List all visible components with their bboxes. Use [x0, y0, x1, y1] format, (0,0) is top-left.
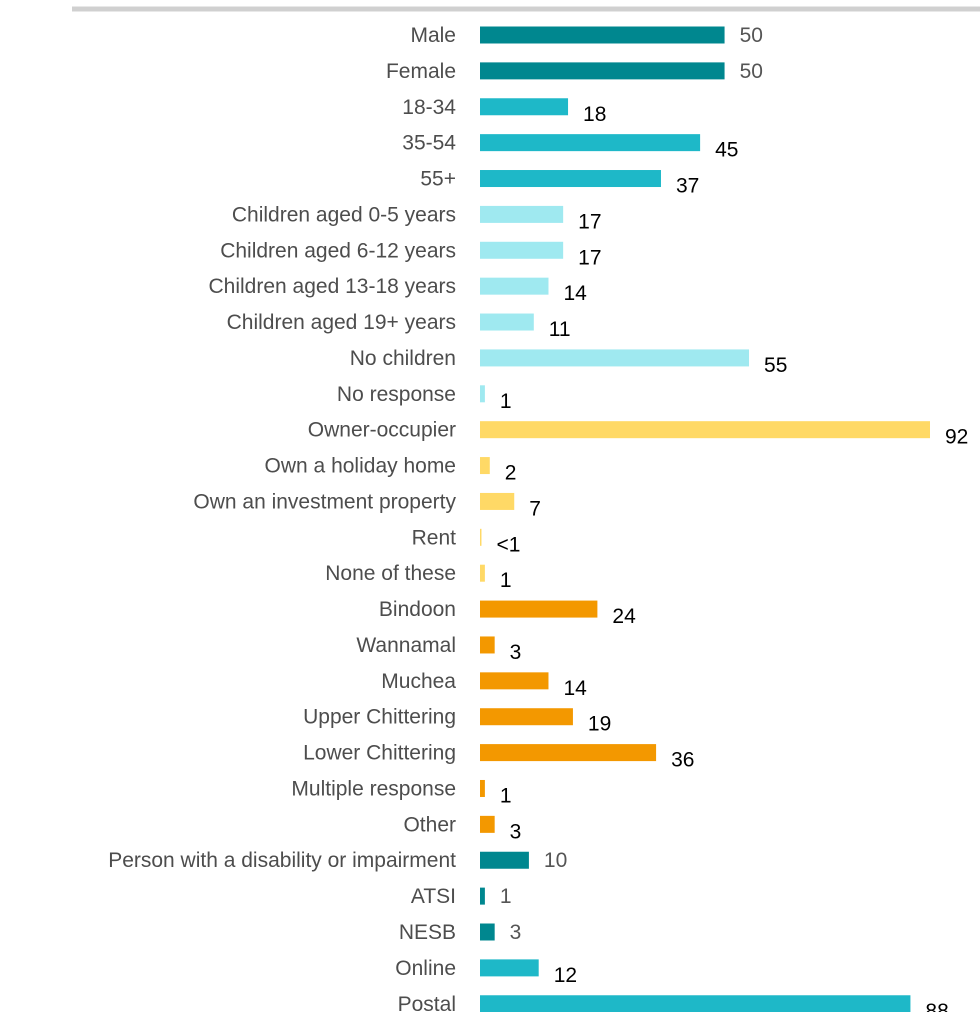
- category-label: Owner-occupier: [308, 419, 456, 442]
- bar: [480, 26, 725, 44]
- bar: [480, 779, 485, 797]
- bar: [480, 385, 485, 403]
- category-label: 55+: [420, 168, 456, 191]
- value-label: 88: [925, 1000, 948, 1012]
- category-label: Multiple response: [291, 777, 456, 800]
- bar: [480, 923, 495, 941]
- value-label: 7: [529, 497, 541, 520]
- category-label: 35-54: [402, 132, 456, 155]
- bar: [480, 62, 725, 80]
- value-label: 2: [505, 462, 517, 485]
- value-label: 11: [549, 318, 571, 341]
- category-label: Person with a disability or impairment: [108, 849, 456, 872]
- value-label: 18: [583, 103, 606, 126]
- value-label: 17: [578, 210, 601, 233]
- category-label: None of these: [325, 562, 456, 585]
- value-label: 36: [671, 749, 694, 772]
- category-label: Children aged 19+ years: [227, 311, 456, 334]
- category-label: Other: [403, 813, 456, 836]
- value-label: 10: [544, 849, 567, 872]
- value-label: 3: [510, 921, 522, 944]
- value-label: 55: [764, 354, 787, 377]
- category-label: 18-34: [402, 96, 456, 119]
- value-label: 1: [500, 885, 512, 908]
- value-label: 1: [500, 390, 512, 413]
- value-label: 17: [578, 246, 601, 269]
- category-label: Female: [386, 60, 456, 83]
- category-label: Postal: [398, 993, 456, 1012]
- category-label: Muchea: [381, 670, 456, 693]
- bar: [480, 313, 534, 331]
- value-label: 14: [563, 677, 587, 700]
- bar: [480, 241, 564, 259]
- category-label: Children aged 6-12 years: [220, 239, 456, 262]
- value-label: 3: [510, 820, 522, 843]
- category-label: Own an investment property: [193, 490, 456, 513]
- bar: [480, 98, 569, 116]
- category-label: Online: [395, 957, 456, 980]
- bar: [480, 851, 529, 869]
- bar: [480, 672, 549, 690]
- value-label: 24: [612, 605, 636, 628]
- bar: [480, 170, 661, 188]
- category-label: Children aged 0-5 years: [232, 203, 456, 226]
- value-label: 19: [588, 713, 611, 736]
- bar: [480, 205, 564, 223]
- value-label: 3: [510, 641, 522, 664]
- bar: [480, 959, 539, 977]
- category-label: Male: [410, 24, 456, 47]
- category-label: Own a holiday home: [265, 455, 456, 478]
- value-label: 50: [740, 24, 763, 47]
- bar: [480, 887, 485, 905]
- category-label: Bindoon: [379, 598, 456, 621]
- category-label: Rent: [412, 526, 457, 549]
- bar: [480, 277, 549, 295]
- bar: [480, 636, 495, 654]
- bar: [480, 600, 598, 618]
- category-label: ATSI: [411, 885, 456, 908]
- bar: [480, 528, 482, 546]
- bar: [480, 564, 485, 582]
- bar: [480, 349, 750, 367]
- value-label: 1: [500, 569, 512, 592]
- category-label: Wannamal: [356, 634, 456, 657]
- bar: [480, 134, 701, 152]
- value-label: 12: [554, 964, 577, 987]
- category-label: No response: [337, 383, 456, 406]
- category-label: Upper Chittering: [303, 706, 456, 729]
- value-label: 37: [676, 175, 699, 198]
- category-label: NESB: [399, 921, 456, 944]
- bar: [480, 815, 495, 833]
- bar: [480, 744, 657, 762]
- value-label: 50: [740, 60, 763, 83]
- value-label: <1: [496, 533, 520, 556]
- category-label: No children: [350, 347, 456, 370]
- bar: [480, 995, 911, 1012]
- category-label: Children aged 13-18 years: [209, 275, 457, 298]
- value-label: 45: [715, 139, 738, 162]
- value-label: 1: [500, 784, 512, 807]
- value-label: 14: [563, 282, 587, 305]
- bar: [480, 708, 573, 726]
- bar: [480, 457, 490, 475]
- bar: [480, 492, 515, 510]
- value-label: 92: [945, 426, 968, 449]
- bar: [480, 421, 930, 439]
- category-label: Lower Chittering: [303, 742, 456, 765]
